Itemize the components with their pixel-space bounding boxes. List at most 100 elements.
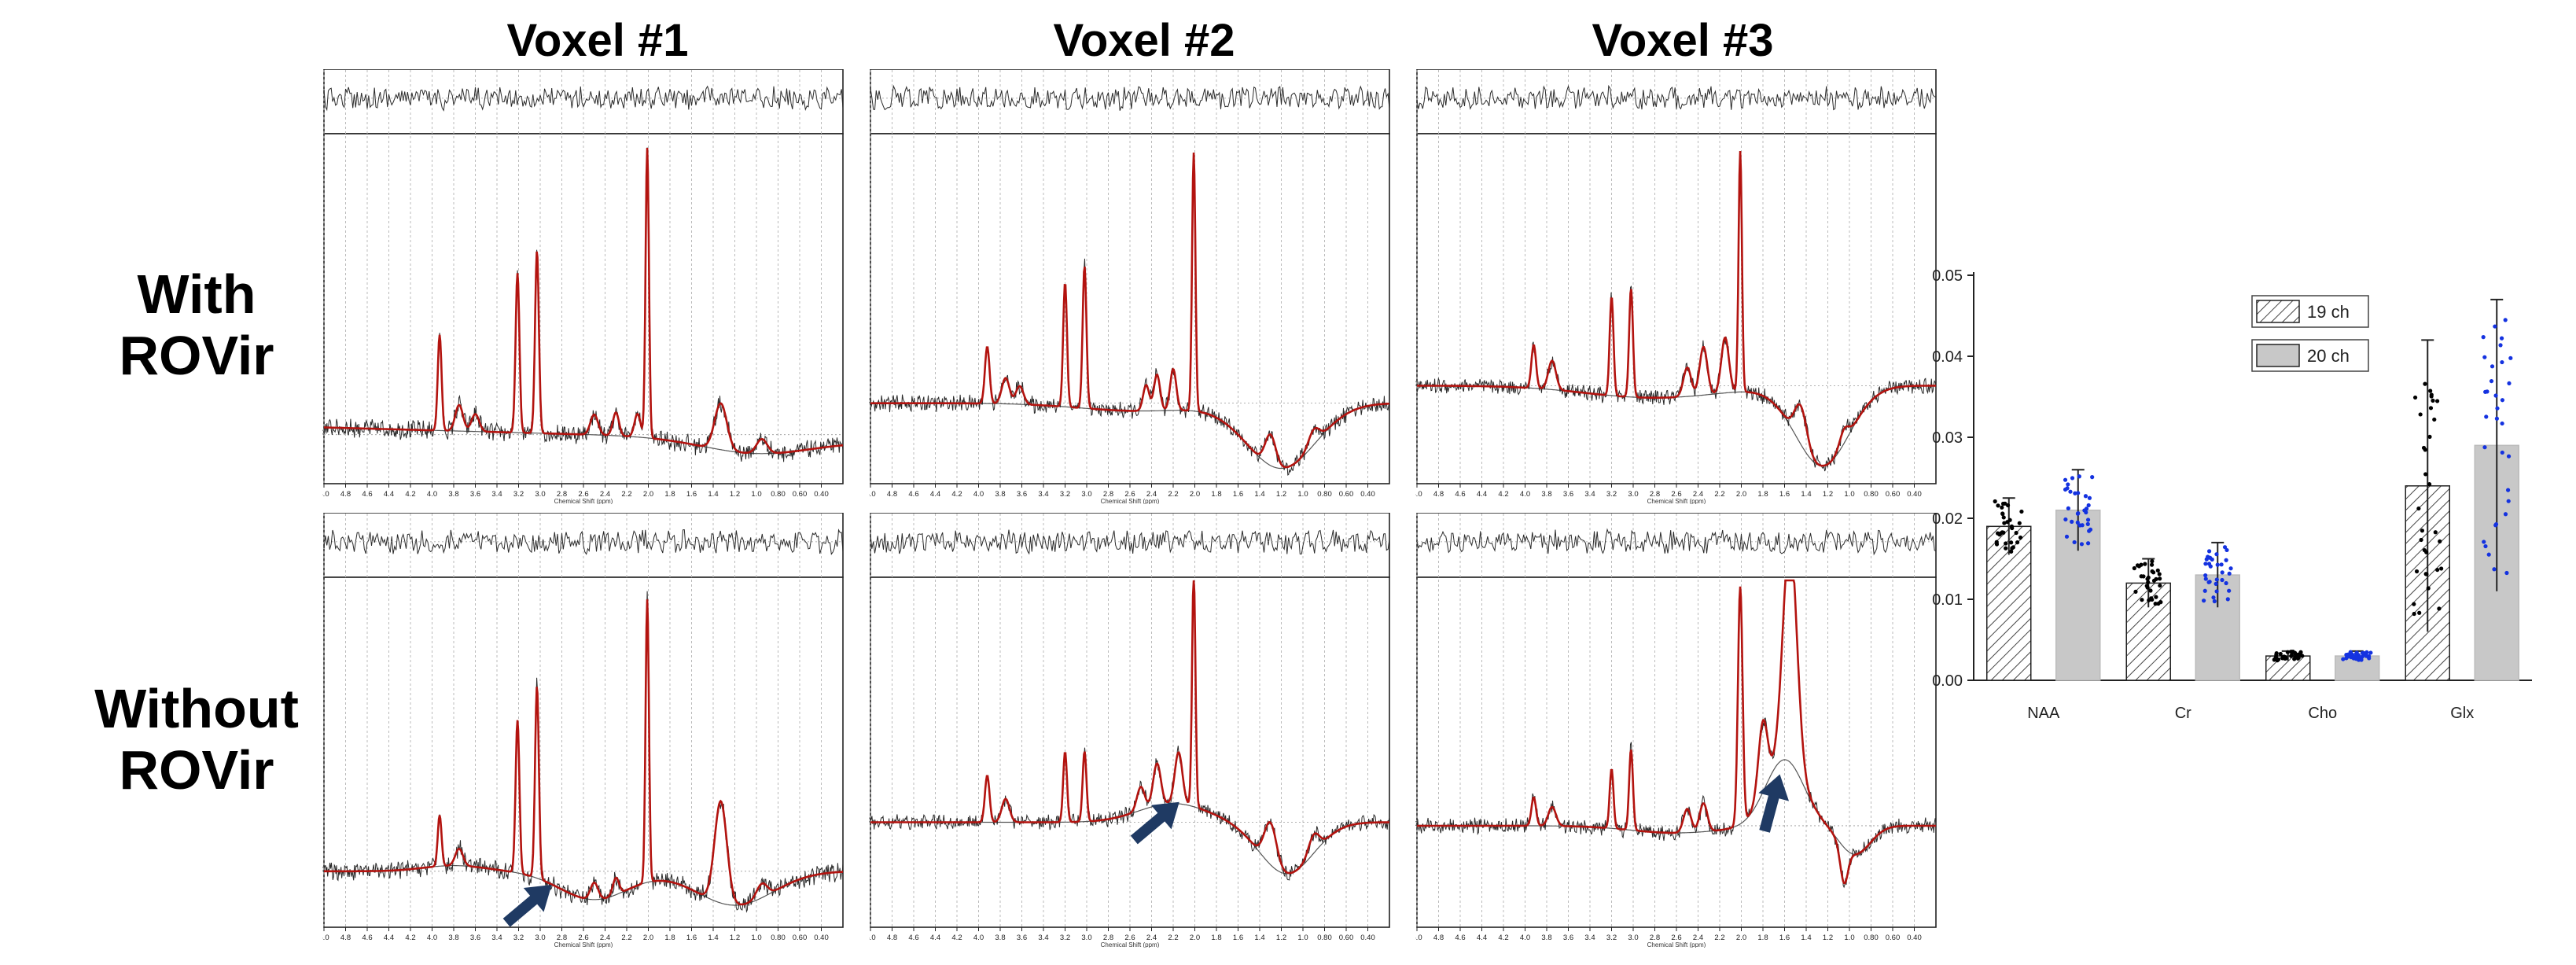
data-point xyxy=(2064,534,2070,539)
x-tick-label: 4.8 xyxy=(1433,934,1444,942)
data-trace xyxy=(1416,157,1937,472)
residual-trace xyxy=(323,85,844,112)
x-tick-label: 0.80 xyxy=(771,934,786,942)
data-point xyxy=(2068,489,2073,494)
x-tick-label: 3.4 xyxy=(491,490,502,499)
fit-curve xyxy=(324,599,843,906)
data-point xyxy=(2432,417,2437,422)
x-tick-label: 2.8 xyxy=(1650,934,1660,942)
x-tick-label: 1.4 xyxy=(1801,490,1811,499)
x-tick-label: 0.80 xyxy=(1317,490,1332,499)
spectrum-frame xyxy=(1416,133,1937,484)
data-point xyxy=(2063,517,2068,522)
row-label-without-line1: Without xyxy=(94,678,299,739)
x-tick-label: 3.0 xyxy=(1081,490,1091,499)
x-tick-label: 3.0 xyxy=(1628,490,1638,499)
data-point xyxy=(2484,414,2489,419)
x-tick-label: 1.4 xyxy=(708,934,718,942)
data-point xyxy=(2428,406,2434,411)
x-tick-label: 2.8 xyxy=(1103,490,1113,499)
x-tick-label: 3.8 xyxy=(995,934,1005,942)
data-point xyxy=(2146,580,2151,584)
spectrum-panel-without-voxel-1: 5.0 4.8 4.6 4.4 4.2 4.0 3.8 3.6 3.4 3.2 3.0 2.8 2.6 2… xyxy=(322,513,845,948)
arrow-shaft xyxy=(1130,808,1170,845)
fit-curve xyxy=(1417,150,1936,467)
data-point xyxy=(2149,596,2154,601)
data-point xyxy=(2368,650,2373,655)
data-point xyxy=(2214,577,2219,582)
data-point xyxy=(2075,520,2080,525)
spectrum-svg: 5.0 4.8 4.6 4.4 4.2 4.0 3.8 3.6 3.4 3.2 3.0 2.8 2.6 2… xyxy=(1415,69,1937,504)
x-tick-label: 2.8 xyxy=(557,490,567,499)
data-point xyxy=(2087,495,2092,500)
data-point xyxy=(2154,595,2158,599)
x-tick-label: 3.6 xyxy=(470,490,480,499)
x-tick-label: 4.0 xyxy=(973,490,984,499)
data-point xyxy=(2298,652,2302,657)
data-point xyxy=(1996,503,2000,508)
data-point xyxy=(2077,523,2082,528)
data-point xyxy=(2208,564,2213,569)
spectrum-frame xyxy=(1416,576,1937,928)
x-tick-label: 3.8 xyxy=(1541,934,1551,942)
x-tick-label: 1.2 xyxy=(1823,490,1833,499)
x-tick-label: 0.60 xyxy=(1886,490,1901,499)
data-point xyxy=(2158,576,2162,581)
x-tick-label: 3.2 xyxy=(1606,490,1617,499)
x-tick-label: 2.4 xyxy=(1146,934,1157,942)
x-tick-label: 1.2 xyxy=(1276,490,1286,499)
x-tick-label: 2.0 xyxy=(1190,934,1200,942)
x-tick-label: 1.0 xyxy=(751,490,761,499)
x-tick-label: 4.6 xyxy=(1455,934,1465,942)
data-point xyxy=(2145,585,2150,590)
x-tick-label: 2.0 xyxy=(1736,490,1746,499)
x-tick-label: 1.6 xyxy=(1779,934,1790,942)
x-tick-label: 3.0 xyxy=(535,934,545,942)
x-tick-label: 1.0 xyxy=(1297,934,1308,942)
spectrum-panel-with-voxel-2: 5.0 4.8 4.6 4.4 4.2 4.0 3.8 3.6 3.4 3.2 3.0 2.8 2.6 2… xyxy=(869,69,1391,504)
spectrum-svg: 5.0 4.8 4.6 4.4 4.2 4.0 3.8 3.6 3.4 3.2 3.0 2.8 2.6 2… xyxy=(869,513,1390,948)
data-point xyxy=(2507,381,2512,386)
x-tick-label: 4.6 xyxy=(362,934,372,942)
residual-scale-label: 0.100 xyxy=(869,114,870,131)
data-point xyxy=(2348,653,2353,658)
data-point xyxy=(2227,588,2232,593)
data-point xyxy=(2417,610,2422,615)
data-point xyxy=(2000,505,2004,510)
data-point xyxy=(2273,655,2279,660)
spectrum-group: 5.0 4.8 4.6 4.4 4.2 4.0 3.8 3.6 3.4 3.2 3.0 2.8 2.6 2… xyxy=(1415,513,1937,948)
x-tick-label: 0.60 xyxy=(1339,934,1354,942)
data-point xyxy=(2498,343,2503,348)
data-point xyxy=(2003,501,2007,506)
x-tick-label: 4.6 xyxy=(1455,490,1465,499)
residual-scale-label: 0.100 xyxy=(322,114,323,131)
data-point xyxy=(2219,562,2224,567)
data-point xyxy=(2420,529,2425,533)
x-tick-label: 1.2 xyxy=(730,934,740,942)
x-tick-label: 3.2 xyxy=(1060,490,1070,499)
x-tick-label: 2.4 xyxy=(600,490,610,499)
data-point xyxy=(2090,475,2095,480)
legend-swatch xyxy=(2256,300,2300,323)
data-point xyxy=(2019,509,2024,514)
zero-label: 0 xyxy=(869,817,872,824)
x-tick-label: 3.4 xyxy=(1584,934,1595,942)
data-point xyxy=(2063,477,2068,482)
x-tick-label: 4.8 xyxy=(1433,490,1444,499)
data-point xyxy=(2493,522,2499,527)
x-tick-label: 1.2 xyxy=(730,490,740,499)
data-point xyxy=(2220,577,2225,583)
row-label-with: With ROVir xyxy=(63,263,330,386)
data-point xyxy=(2431,398,2435,403)
data-point xyxy=(2356,655,2361,660)
data-point xyxy=(2505,488,2511,492)
data-point xyxy=(2483,389,2488,394)
data-point xyxy=(2438,539,2442,543)
x-tick-label: 2.2 xyxy=(1714,490,1724,499)
x-tick-label: 2.6 xyxy=(1124,934,1135,942)
x-tick-label: 1.8 xyxy=(1211,490,1221,499)
x-tick-label: 4.0 xyxy=(973,934,984,942)
data-point xyxy=(2140,598,2144,602)
x-tick-label: 2.6 xyxy=(578,934,588,942)
category-label: Glx xyxy=(2450,705,2474,722)
